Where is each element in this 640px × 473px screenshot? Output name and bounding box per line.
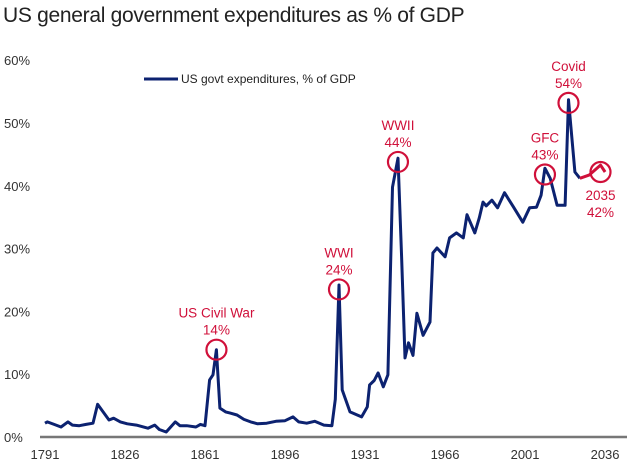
annotation-circle (386, 150, 410, 174)
y-tick-label: 60% (4, 53, 30, 68)
y-tick-label: 40% (4, 179, 30, 194)
x-tick-label: 1966 (431, 447, 460, 462)
annotation-value: 54% (555, 76, 582, 91)
x-tick-label: 2001 (511, 447, 540, 462)
chart-title: US general government expenditures as % … (3, 4, 465, 27)
annotation-circle (589, 160, 612, 184)
y-tick-label: 30% (4, 242, 30, 257)
annotation-value: 24% (325, 262, 352, 277)
legend: US govt expenditures, % of GDP (144, 72, 356, 86)
annotation-label: US Civil War (178, 306, 255, 321)
x-tick-label: 1826 (111, 447, 140, 462)
y-tick-label: 50% (4, 116, 30, 131)
x-tick-label: 1791 (31, 447, 60, 462)
x-tick-label: 1861 (191, 447, 220, 462)
annotation-circle (557, 91, 580, 115)
annotation-label: WWI (324, 245, 353, 260)
series-group (44, 98, 607, 434)
annotation-value: 44% (384, 135, 411, 150)
annotation-value: 14% (203, 323, 230, 338)
annotation-circle (533, 163, 557, 186)
annotation-circle (205, 338, 228, 361)
annotation-label: GFC (531, 130, 560, 145)
y-axis: 0% 10% 20% 30% 40% 50% 60% (4, 53, 30, 445)
annotation-value: 42% (587, 205, 614, 220)
annotation-label: Covid (551, 59, 586, 74)
annotations: US Civil War 14% WWI 24% WWII 44% GFC 43% Covid 5… (178, 59, 616, 361)
x-tick-label: 1931 (351, 447, 380, 462)
x-axis: 1791 1826 1861 1896 1931 1966 2001 2036 (31, 447, 620, 462)
series-line (44, 98, 582, 434)
y-tick-label: 0% (4, 430, 23, 445)
annotation-label: WWII (381, 118, 414, 133)
annotation-value: 43% (531, 147, 558, 162)
legend-label: US govt expenditures, % of GDP (181, 72, 356, 86)
y-tick-label: 20% (4, 304, 30, 319)
annotation-circle (327, 278, 351, 301)
annotation-label: 2035 (585, 188, 615, 203)
y-tick-label: 10% (4, 367, 30, 382)
x-tick-label: 1896 (271, 447, 300, 462)
projection-line (579, 163, 607, 180)
x-tick-label: 2036 (591, 447, 620, 462)
